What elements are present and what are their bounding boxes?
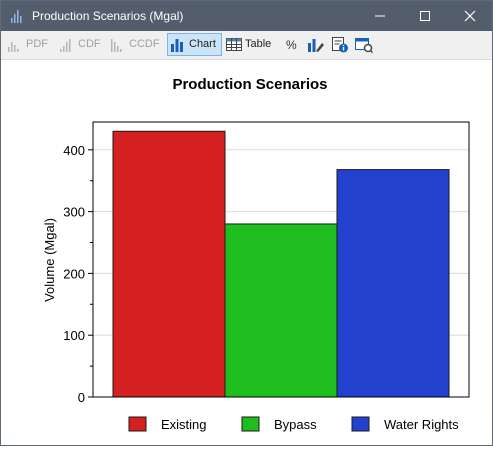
chart-label: Chart <box>189 38 216 50</box>
settings-window-icon <box>355 38 373 53</box>
table-icon <box>226 38 242 51</box>
info-button[interactable] <box>329 34 351 55</box>
window-title: Production Scenarios (Mgal) <box>32 9 184 23</box>
bar-chart-icon <box>171 39 183 52</box>
legend-label: Existing <box>161 417 207 432</box>
y-axis-label: Volume (Mgal) <box>42 218 57 302</box>
chart-title: Production Scenarios <box>172 76 327 93</box>
legend-label: Water Rights <box>384 417 459 432</box>
legend-swatch <box>241 416 260 432</box>
y-tick-label: 100 <box>63 328 85 343</box>
y-tick-label: 300 <box>63 205 85 220</box>
cdf-button[interactable]: CDF <box>57 34 103 55</box>
bar-chart: Production Scenarios Volume (Mgal) 0 100 2… <box>42 76 470 432</box>
table-label: Table <box>245 38 272 50</box>
ccdf-chart-icon <box>111 39 122 52</box>
settings-window-button[interactable] <box>353 34 375 55</box>
plot-area <box>92 121 470 398</box>
chart-properties-icon <box>308 39 324 52</box>
table-button[interactable]: Table <box>224 34 274 55</box>
bar-bypass <box>224 223 338 398</box>
svg-text:%: % <box>286 38 297 52</box>
bar-water-rights <box>336 169 450 398</box>
toolbar: PDF CDF CCDF Chart Table % <box>1 31 492 60</box>
maximize-icon <box>420 11 430 21</box>
maximize-button[interactable] <box>402 1 447 31</box>
minimize-button[interactable] <box>357 1 402 31</box>
ccdf-label: CCDF <box>129 38 160 50</box>
percent-button[interactable]: % <box>281 34 303 55</box>
pdf-button[interactable]: PDF <box>5 34 51 55</box>
title-bar[interactable]: Production Scenarios (Mgal) <box>1 1 492 31</box>
cdf-label: CDF <box>78 38 101 50</box>
pdf-chart-icon <box>8 42 19 52</box>
chart-panel: Production Scenarios Volume (Mgal) 0 100 2… <box>1 60 492 445</box>
percent-icon: % <box>286 38 297 52</box>
cdf-chart-icon <box>60 39 71 52</box>
y-tick-label: 200 <box>63 266 85 281</box>
info-icon <box>332 37 348 53</box>
pdf-label: PDF <box>26 38 48 50</box>
bar-existing <box>112 130 226 398</box>
ccdf-button[interactable]: CCDF <box>108 34 163 55</box>
chart-button[interactable]: Chart <box>167 33 222 56</box>
y-tick-label: 400 <box>63 143 85 158</box>
legend-label: Bypass <box>274 417 317 432</box>
legend-swatch <box>351 416 370 432</box>
app-chart-icon <box>11 10 22 23</box>
minimize-icon <box>375 15 385 17</box>
legend-swatch <box>128 416 147 432</box>
close-button[interactable] <box>447 1 492 31</box>
close-icon <box>464 10 476 22</box>
chart-properties-button[interactable] <box>305 34 327 55</box>
y-tick-label: 0 <box>78 390 85 405</box>
